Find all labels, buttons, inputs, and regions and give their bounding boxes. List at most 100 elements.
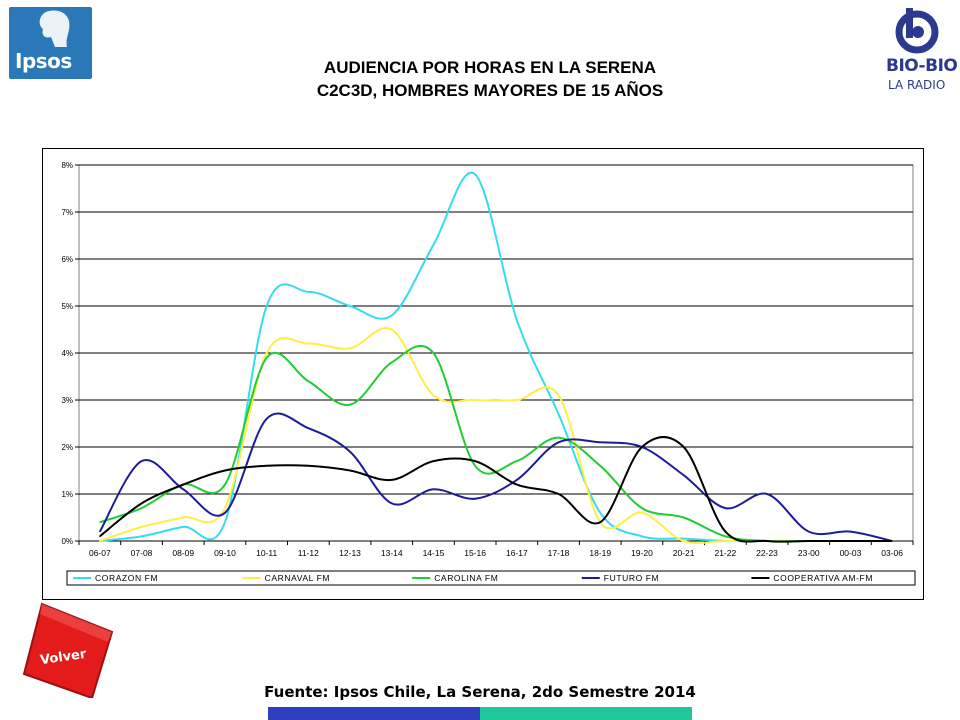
data-point	[349, 347, 351, 349]
data-point	[849, 540, 852, 542]
data-point	[724, 535, 726, 537]
data-point	[557, 413, 560, 415]
x-tick-label: 03-06	[881, 548, 903, 558]
data-point	[391, 314, 393, 316]
y-tick-label: 7%	[61, 208, 73, 217]
data-point	[99, 535, 101, 537]
data-point	[641, 512, 643, 514]
data-point	[474, 173, 476, 175]
data-point	[140, 460, 143, 462]
data-point	[307, 380, 309, 382]
x-tick-label: 06-07	[89, 548, 111, 558]
y-tick-label: 4%	[61, 349, 73, 358]
data-point	[349, 451, 351, 453]
x-tick-label: 14-15	[423, 548, 445, 558]
x-tick-label: 07-08	[131, 548, 153, 558]
data-point	[224, 469, 226, 472]
data-point	[474, 399, 476, 401]
data-point	[140, 507, 143, 509]
data-point	[599, 465, 601, 467]
volver-button[interactable]: Volver	[22, 602, 118, 700]
data-point	[849, 531, 852, 533]
data-point	[224, 507, 226, 509]
y-tick-label: 3%	[61, 396, 73, 405]
x-tick-label: 18-19	[589, 548, 611, 558]
volver-shape-icon	[22, 602, 114, 700]
y-tick-label: 2%	[61, 443, 73, 452]
data-point	[307, 291, 309, 293]
chart-title: AUDIENCIA POR HORAS EN LA SERENA C2C3D, …	[240, 56, 740, 102]
data-point	[224, 521, 226, 523]
y-tick-label: 1%	[61, 490, 73, 499]
ipsos-logo: Ipsos	[9, 7, 92, 79]
data-point	[724, 540, 726, 542]
data-point	[266, 418, 268, 420]
data-point	[266, 305, 268, 307]
data-point	[182, 516, 184, 519]
x-tick-label: 20-21	[673, 548, 695, 558]
y-tick-label: 0%	[61, 537, 73, 546]
data-point	[182, 526, 184, 528]
data-point	[599, 512, 601, 514]
ipsos-logo-text: Ipsos	[15, 49, 72, 73]
data-point	[891, 540, 893, 542]
chart-frame: 0% 1% 2% 3% 4% 5% 6% 7% 8% 06-07 07-08 08-09 09-10 10…	[42, 148, 924, 600]
data-point	[432, 460, 435, 462]
x-tick-label: 11-12	[298, 548, 319, 558]
data-point	[724, 507, 726, 509]
data-point	[140, 535, 143, 537]
footer-bar-green	[480, 707, 692, 720]
data-point	[683, 538, 685, 540]
data-point	[474, 465, 476, 467]
data-point	[557, 493, 560, 495]
data-point	[432, 244, 435, 246]
y-tick-label: 6%	[61, 255, 73, 264]
data-point	[99, 521, 101, 523]
x-tick-label: 12-13	[339, 548, 361, 558]
data-point	[224, 512, 226, 514]
x-tick-label: 09-10	[214, 548, 236, 558]
data-point	[391, 361, 393, 363]
data-point	[641, 507, 643, 509]
x-tick-label: 16-17	[506, 548, 528, 558]
legend-label: CORAZON FM	[95, 573, 158, 583]
legend-label: CAROLINA FM	[434, 573, 498, 583]
data-point	[808, 540, 810, 542]
chart-title-line1: AUDIENCIA POR HORAS EN LA SERENA	[323, 58, 657, 77]
data-point	[516, 319, 518, 321]
data-point	[516, 460, 518, 462]
x-tick-label: 19-20	[631, 548, 653, 558]
data-point	[307, 343, 309, 345]
data-point	[516, 484, 518, 486]
data-point	[349, 404, 351, 406]
x-tick-label: 21-22	[714, 548, 736, 558]
biobio-logo-sub: LA RADIO	[888, 78, 946, 92]
legend-label: COOPERATIVA AM-FM	[773, 573, 873, 583]
data-point	[432, 394, 435, 396]
data-point	[724, 531, 726, 533]
data-point	[516, 479, 518, 481]
data-point	[391, 328, 393, 331]
source-note: Fuente: Ipsos Chile, La Serena, 2do Seme…	[264, 683, 696, 701]
data-point	[266, 465, 268, 467]
x-tick-label: 13-14	[381, 548, 403, 558]
x-tick-label: 22-23	[756, 548, 778, 558]
legend-label: CARNAVAL FM	[265, 573, 330, 583]
biobio-logo: BIO-BIO LA RADIO	[882, 6, 958, 98]
data-point	[474, 460, 476, 462]
data-point	[99, 531, 101, 533]
data-point	[599, 441, 601, 443]
biobio-mark-icon	[895, 8, 939, 54]
data-point	[432, 488, 435, 490]
data-point	[349, 469, 351, 472]
data-point	[557, 394, 560, 396]
data-point	[766, 493, 768, 495]
data-point	[307, 427, 309, 429]
data-point	[140, 526, 143, 528]
data-point	[474, 498, 476, 500]
data-point	[808, 531, 810, 533]
data-point	[683, 540, 685, 542]
x-tick-label: 00-03	[840, 548, 862, 558]
line-chart: 0% 1% 2% 3% 4% 5% 6% 7% 8% 06-07 07-08 08-09 09-10 10…	[61, 161, 916, 586]
data-point	[557, 437, 560, 439]
